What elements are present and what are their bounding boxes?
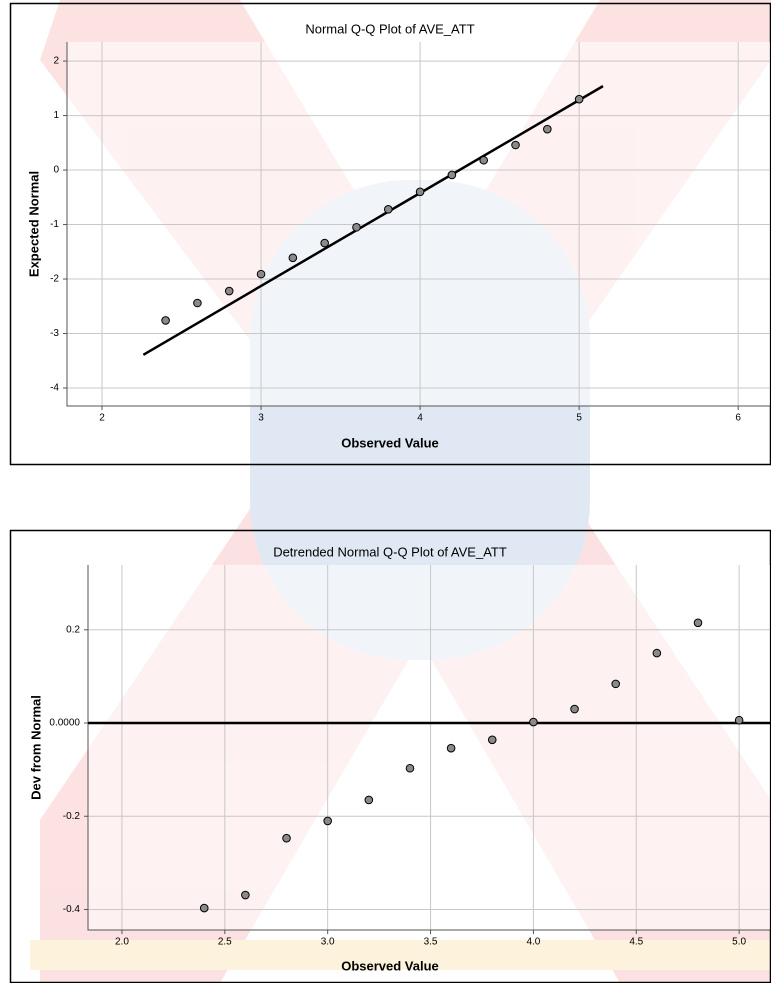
data-point [447, 744, 455, 752]
y-tick-label: -0.4 [63, 904, 81, 915]
plot-area [67, 42, 770, 406]
plot-area [88, 565, 770, 930]
x-tick-label: 2 [99, 413, 105, 424]
data-point [242, 891, 250, 899]
y-tick-label: 0 [53, 165, 59, 176]
y-axis-label: Expected Normal [26, 171, 41, 277]
data-point [571, 705, 579, 713]
y-tick-label: 0.2 [66, 624, 80, 635]
data-point [194, 299, 202, 307]
data-point [488, 736, 496, 744]
x-tick-label: 5 [576, 413, 582, 424]
y-tick-label: 0.0000 [49, 718, 80, 729]
x-tick-label: 4.0 [526, 937, 540, 948]
data-point [512, 141, 520, 149]
y-tick-label: -4 [50, 383, 59, 394]
data-point [735, 716, 743, 724]
x-tick-label: 4 [417, 413, 423, 424]
data-point [283, 834, 291, 842]
data-point [575, 95, 583, 103]
data-point [612, 680, 620, 688]
y-tick-label: -1 [50, 219, 59, 230]
data-point [162, 317, 170, 325]
data-point [544, 125, 552, 133]
x-tick-label: 3 [258, 413, 264, 424]
data-point [416, 188, 424, 196]
data-point [480, 156, 488, 164]
data-point [365, 796, 373, 804]
charts: Normal Q-Q Plot of AVE_ATT Observed Value… [0, 0, 771, 983]
x-tick-label: 2.5 [218, 937, 232, 948]
data-point [324, 817, 332, 825]
x-tick-label: 3.5 [424, 937, 438, 948]
data-point [448, 171, 456, 179]
data-point [225, 287, 233, 295]
y-axis-label: Dev from Normal [28, 695, 43, 800]
data-point [530, 718, 538, 726]
y-tick-label: -2 [50, 274, 59, 285]
data-point [321, 239, 329, 247]
data-point [694, 619, 702, 627]
y-tick-label: -3 [50, 328, 59, 339]
x-tick-label: 5.0 [732, 937, 746, 948]
y-tick-label: 2 [53, 56, 59, 67]
data-point [406, 764, 414, 772]
data-point [257, 270, 265, 278]
x-tick-label: 3.0 [321, 937, 335, 948]
x-tick-label: 6 [735, 413, 741, 424]
data-point [289, 254, 297, 262]
chart-title: Detrended Normal Q-Q Plot of AVE_ATT [273, 544, 507, 559]
y-tick-label: -0.2 [63, 811, 81, 822]
data-point [384, 205, 392, 213]
y-tick-label: 1 [53, 110, 59, 121]
data-point [653, 649, 661, 657]
data-point [353, 223, 361, 231]
x-axis-label: Observed Value [341, 435, 439, 450]
x-tick-label: 4.5 [629, 937, 643, 948]
x-axis-label: Observed Value [341, 958, 439, 973]
x-tick-label: 2.0 [115, 937, 129, 948]
data-point [200, 904, 208, 912]
page: {"chart_data": [ {"type": "scatter", "ti… [0, 0, 771, 983]
chart-title: Normal Q-Q Plot of AVE_ATT [305, 21, 474, 36]
